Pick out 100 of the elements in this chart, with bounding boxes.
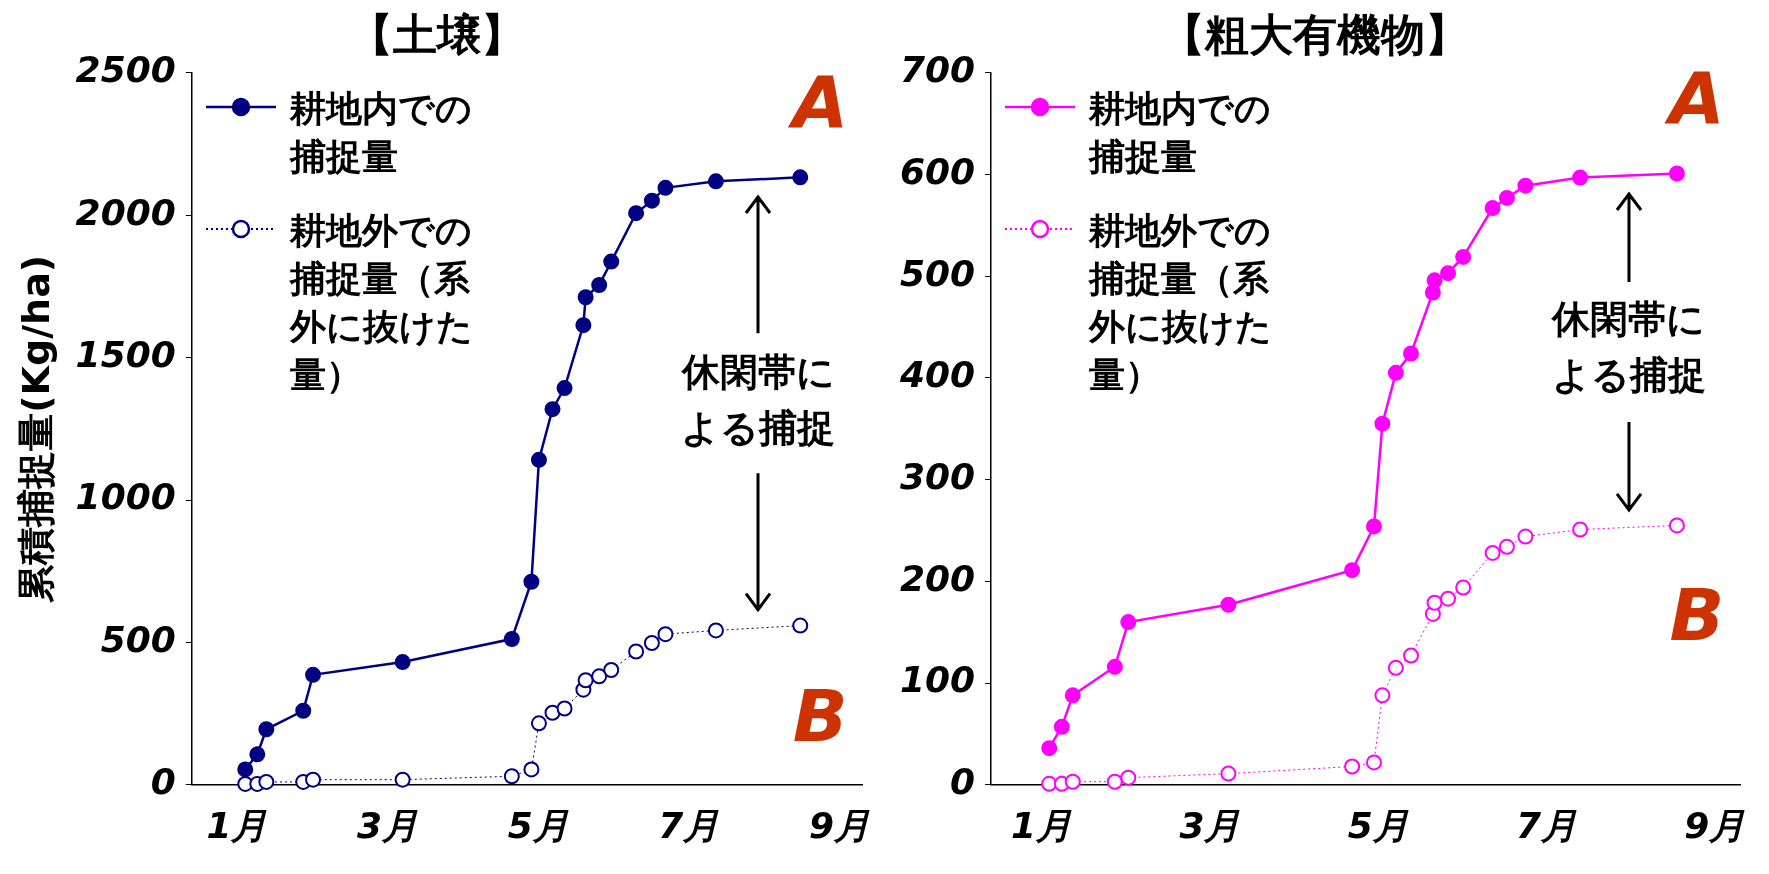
point [1106,773,1123,790]
point [1120,614,1137,631]
point [628,643,645,660]
point [643,634,660,651]
point [530,451,547,468]
point [1668,517,1685,534]
point [530,715,547,732]
point [544,401,561,418]
point [591,668,608,685]
point [1053,718,1070,735]
point [556,380,573,397]
point [556,700,573,717]
point [305,666,322,683]
legend-label: 耕地内での捕捉量 [289,86,473,179]
point [1517,528,1534,545]
point [1484,200,1501,217]
point [1120,769,1137,786]
point [1440,590,1457,607]
point [1220,596,1237,613]
y-tick-label: 2500 [75,49,176,91]
point [792,617,809,634]
x-tick-label: 1月 [1011,804,1073,846]
point [305,771,322,788]
point [575,317,592,334]
point [707,622,724,639]
annotation: 休閑帯による捕捉 [680,348,837,452]
point [643,192,660,209]
y-tick-label: 0 [950,761,976,803]
x-tick-label: 5月 [507,804,569,846]
y-tick-label: 2000 [75,191,176,233]
point [503,630,520,647]
annotation: 休閑帯による捕捉 [1550,296,1707,400]
y-tick-label: 700 [899,49,976,91]
y-tick-label: 500 [100,618,176,660]
point [258,773,275,790]
point [1668,165,1685,182]
point [577,672,594,689]
point [1374,687,1391,704]
point [1403,345,1420,362]
point [577,289,594,306]
x-tick-label: 3月 [357,804,419,846]
point [523,573,540,590]
point [1041,740,1058,757]
point [1498,538,1515,555]
y-tick-label: 100 [899,659,976,701]
point [544,704,561,721]
point [1064,773,1081,790]
point [394,771,411,788]
y-tick-label: 1500 [75,333,176,375]
chart-title: 【粗大有機物】 [1161,8,1469,60]
point [1387,659,1404,676]
legend-label: 耕地外での捕捉量（系外に抜けた量） [289,208,474,397]
point [603,253,620,270]
annotation: B [1668,573,1726,658]
point [523,761,540,778]
point [657,179,674,196]
point [503,768,520,785]
point [1365,518,1382,535]
point [1455,248,1472,265]
point [1344,562,1361,579]
x-tick-label: 7月 [658,804,720,846]
x-tick-label: 3月 [1179,804,1241,846]
y-tick-label: 300 [899,456,976,498]
point [1517,177,1534,194]
y-tick-label: 600 [899,150,976,192]
point [1426,272,1443,289]
point [1374,415,1391,432]
point [394,654,411,671]
point [1498,189,1515,206]
point [1220,765,1237,782]
point [1572,169,1589,186]
point [1344,758,1361,775]
point [591,276,608,293]
point [237,761,254,778]
point [792,169,809,186]
y-tick-label: 200 [899,557,976,599]
y-tick-label: 400 [898,354,976,396]
point [1455,579,1472,596]
point [1403,647,1420,664]
annotation: A [1663,56,1726,141]
y-tick-label: 0 [150,761,176,803]
x-tick-label: 9月 [808,804,870,846]
point [249,746,266,763]
point [1572,521,1589,538]
point [1440,265,1457,282]
legend-label: 耕地内での捕捉量 [1089,86,1273,179]
point [603,662,620,679]
x-tick-label: 9月 [1684,804,1746,846]
point [657,626,674,643]
point [1426,594,1443,611]
x-tick-label: 5月 [1347,804,1409,846]
point [1387,364,1404,381]
y-tick-label: 500 [899,252,976,294]
y-tick-label: 1000 [75,476,176,518]
point [707,173,724,190]
annotation: B [791,673,849,758]
annotation: A [787,60,850,145]
point [295,702,312,719]
point [1064,687,1081,704]
y-axis-title: 累積捕捉量(Kg/ha) [13,254,58,603]
